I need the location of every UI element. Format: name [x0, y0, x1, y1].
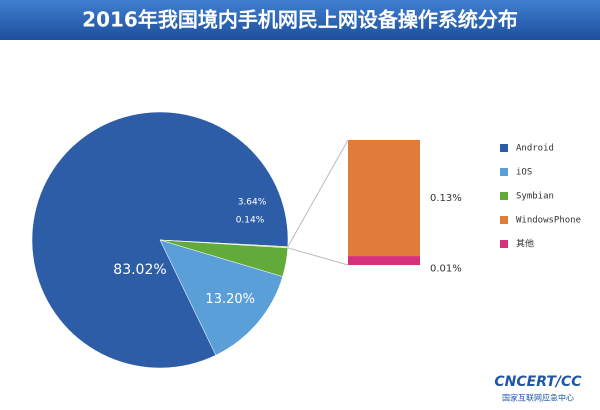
connector: [287, 139, 349, 247]
data-label: 83.02%: [113, 262, 166, 278]
legend-swatch: [500, 216, 508, 224]
connector: [287, 247, 349, 266]
breakout-bar: [348, 140, 420, 257]
data-label: 0.14%: [236, 216, 265, 226]
data-label: 13.20%: [205, 292, 255, 307]
pie-slice: [159, 239, 283, 356]
title-banner: [0, 0, 600, 40]
legend-swatch: [500, 192, 508, 200]
legend-label: Symbian: [516, 192, 554, 202]
legend-label: iOS: [516, 168, 532, 178]
legend-label: 其他: [516, 238, 534, 250]
legend-swatch: [500, 240, 508, 248]
breakout-bar: [348, 256, 420, 265]
chart-title: 2016年我国境内手机网民上网设备操作系统分布: [82, 8, 518, 32]
legend-swatch: [500, 168, 508, 176]
data-label: 0.13%: [430, 193, 462, 204]
data-label: 3.64%: [238, 198, 267, 208]
legend-swatch: [500, 144, 508, 152]
legend-label: Android: [516, 144, 554, 154]
data-label: 0.01%: [430, 264, 462, 275]
logo-name: CNCERT/CC: [494, 374, 582, 390]
legend-label: WindowsPhone: [516, 216, 581, 226]
logo-subtitle: 国家互联网应急中心: [502, 393, 574, 403]
